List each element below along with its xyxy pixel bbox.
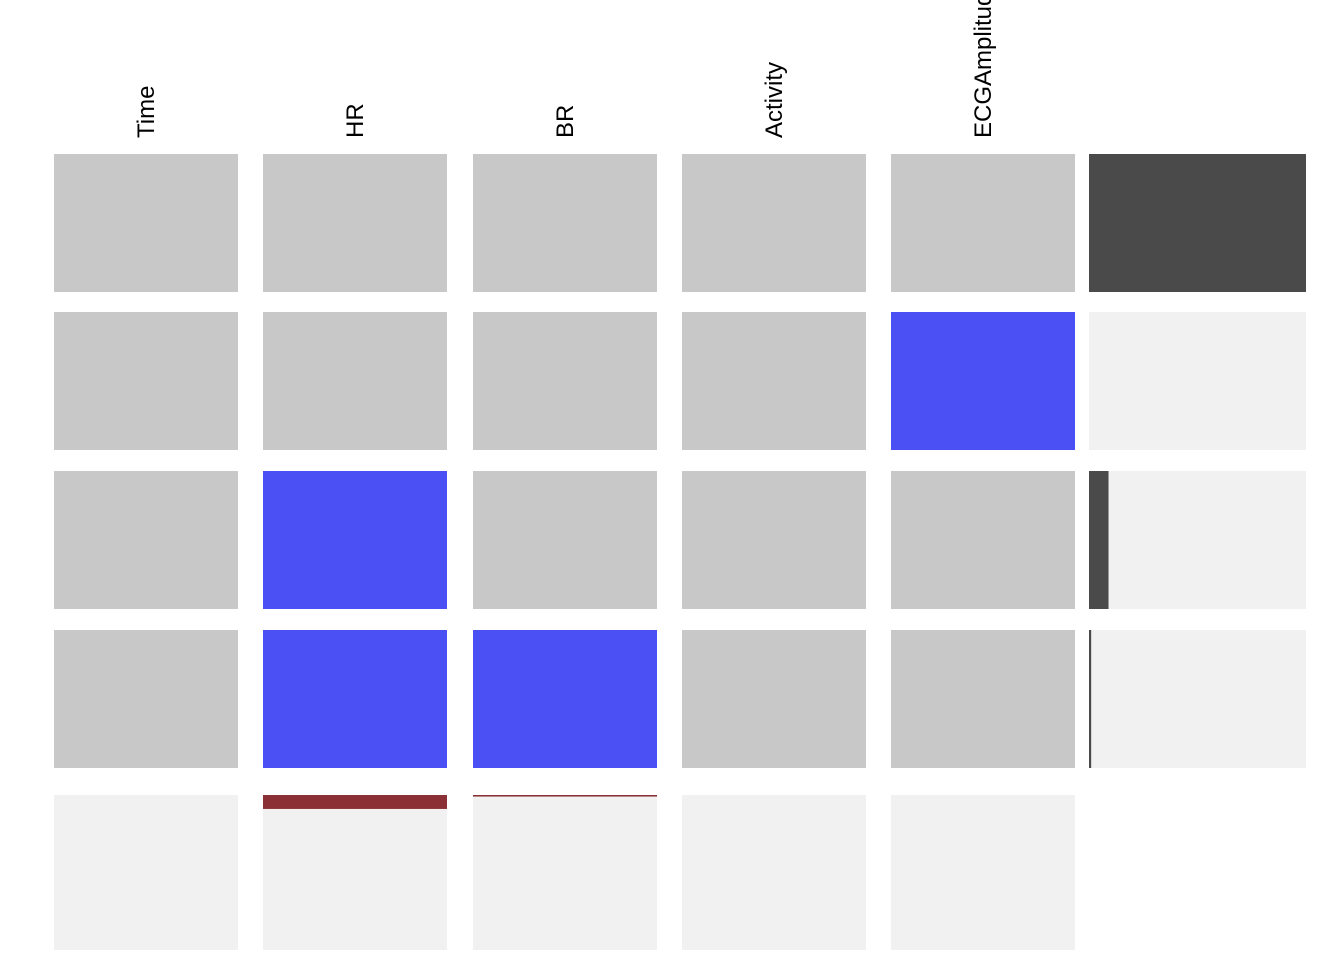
pattern-bar-background — [1089, 312, 1306, 450]
pattern-cell — [54, 471, 238, 609]
pattern-bar — [1089, 154, 1306, 292]
pattern-bar-background — [1089, 630, 1306, 768]
pattern-cell — [263, 312, 447, 450]
column-label-hr: HR — [342, 103, 369, 138]
column-label-ecgamplitude: ECGAmplitude — [970, 0, 997, 138]
column-label-time: Time — [133, 86, 160, 138]
column-labels: Time HR BR Activity ECGAmplitude — [133, 0, 997, 138]
pattern-cell — [891, 630, 1075, 768]
pattern-cells — [54, 154, 1075, 768]
variable-bar-background — [891, 795, 1075, 950]
pattern-cell — [682, 630, 866, 768]
pattern-cell — [473, 630, 657, 768]
variable-missing-bar — [263, 795, 447, 809]
pattern-cell — [682, 312, 866, 450]
pattern-cell — [263, 154, 447, 292]
variable-bar-background — [682, 795, 866, 950]
column-label-activity: Activity — [761, 62, 788, 138]
pattern-cell — [54, 312, 238, 450]
pattern-proportion-bars — [1089, 154, 1306, 768]
pattern-cell — [473, 471, 657, 609]
pattern-cell — [891, 154, 1075, 292]
variable-bar-background — [473, 795, 657, 950]
pattern-cell — [682, 154, 866, 292]
pattern-cell — [891, 471, 1075, 609]
variable-missing-bars — [54, 795, 1075, 950]
pattern-cell — [682, 471, 866, 609]
column-label-br: BR — [552, 105, 579, 138]
pattern-cell — [263, 471, 447, 609]
variable-bar-background — [263, 795, 447, 950]
pattern-bar-background — [1089, 471, 1306, 609]
variable-bar-background — [54, 795, 238, 950]
pattern-bar — [1089, 630, 1092, 768]
pattern-bar — [1089, 471, 1109, 609]
pattern-cell — [54, 154, 238, 292]
pattern-cell — [473, 312, 657, 450]
pattern-cell — [891, 312, 1075, 450]
pattern-cell — [263, 630, 447, 768]
pattern-cell — [54, 630, 238, 768]
variable-missing-bar — [473, 795, 657, 797]
pattern-cell — [473, 154, 657, 292]
